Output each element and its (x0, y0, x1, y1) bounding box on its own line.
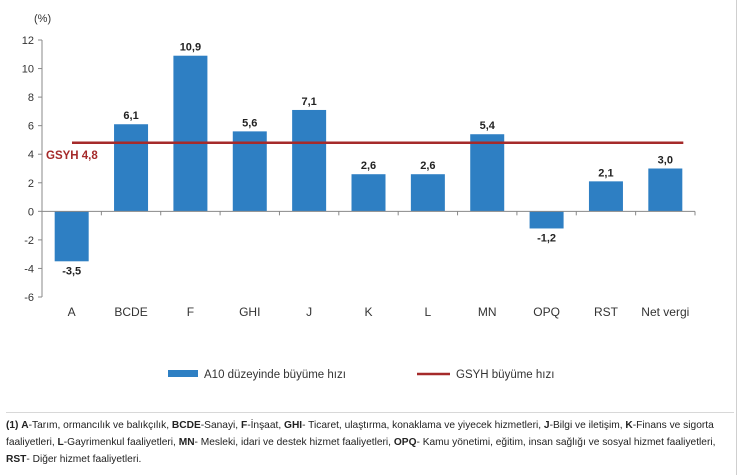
x-category-label: F (187, 305, 194, 319)
y-tick-label: -6 (24, 292, 34, 304)
y-tick-label: -2 (24, 235, 34, 247)
footnote-description: - Kamu yönetimi, eğitim, insan sağlığı v… (416, 437, 716, 448)
y-tick-label: 0 (28, 206, 34, 218)
footnote-description: -Bilgi ve iletişim, (549, 420, 626, 431)
data-label: -3,5 (62, 265, 81, 277)
x-axis: A BCDE F GHI J K L MN OPQ RST Net vergi (42, 210, 696, 319)
footnote-code: L (57, 437, 64, 448)
x-category-label: J (306, 305, 312, 319)
x-category-label: GHI (239, 305, 260, 319)
gsyh-reference-label: GSYH 4,8 (46, 150, 98, 162)
bar-series: -3,5 6,1 10,9 5,6 7,1 2,6 2,6 5,4 -1,2 2,1 3,0 (54, 42, 683, 277)
footnote-code: A (21, 420, 29, 431)
footnote-description: -Gayrimenkul faaliyetleri, (63, 437, 179, 448)
footnote-description: -Finans ve sigorta faaliyetleri, (6, 420, 714, 448)
footnote: (1) A-Tarım, ormancılık ve balıkçılık, B… (6, 412, 734, 468)
bar-l (410, 174, 445, 212)
bar-ghi (232, 131, 267, 212)
legend: A10 düzeyinde büyüme hızı GSYH büyüme hız… (168, 369, 554, 381)
x-category-label: K (364, 305, 372, 319)
footnote-description: - Ticaret, ulaştırma, konaklama ve yiyec… (302, 420, 544, 431)
data-label: 5,4 (480, 120, 496, 132)
y-tick-label: 4 (28, 149, 34, 161)
bar-f (173, 55, 208, 212)
footnote-code: BCDE (171, 420, 201, 431)
footnote-description: - Mesleki, idari ve destek hizmet faaliy… (194, 437, 394, 448)
bar-j (292, 109, 327, 212)
bar-a (54, 211, 89, 262)
chart-area: (%) 12 10 8 6 4 2 0 -2 -4 -6 -3,5 6,1 10,9 5,6 7,1 2,6 2… (22, 13, 696, 381)
data-label: 7,1 (301, 96, 316, 108)
data-label: 2,6 (361, 160, 376, 172)
y-unit-label: (%) (34, 13, 51, 25)
bar-k (351, 174, 386, 212)
data-label: 2,1 (598, 167, 613, 179)
legend-swatch-bars (168, 370, 198, 377)
footnote-code: OPQ (393, 437, 417, 448)
x-category-label: L (425, 305, 432, 319)
x-category-label: RST (594, 305, 619, 319)
y-tick-label: 12 (22, 35, 34, 47)
data-label: 6,1 (123, 110, 138, 122)
footnote-code: RST (6, 454, 27, 465)
data-label: 10,9 (180, 42, 201, 54)
data-label: 3,0 (658, 155, 673, 167)
x-category-label: Net vergi (641, 305, 689, 319)
y-axis: (%)12 10 8 6 4 2 0 -2 -4 -6 (22, 13, 51, 304)
y-tick-label: 2 (28, 178, 34, 190)
footnote-code: K (625, 420, 633, 431)
footnote-items: A-Tarım, ormancılık ve balıkçılık, BCDE-… (6, 420, 715, 465)
legend-label-line: GSYH büyüme hızı (456, 369, 554, 381)
y-tick-label: 10 (22, 64, 34, 76)
bar-rst (588, 181, 623, 212)
footnote-marker: (1) (6, 420, 19, 431)
y-tick-label: 6 (28, 121, 34, 133)
x-category-label: A (68, 305, 76, 319)
x-category-label: MN (478, 305, 497, 319)
x-category-label: OPQ (533, 305, 560, 319)
y-tick-label: -4 (24, 263, 34, 275)
bar-bcde (114, 124, 149, 212)
data-label: 5,6 (242, 117, 257, 129)
legend-label-bars: A10 düzeyinde büyüme hızı (204, 369, 346, 381)
data-label: 2,6 (420, 160, 435, 172)
bar-net-vergi (648, 168, 683, 212)
bar-chart: (%)12 10 8 6 4 2 0 -2 -4 -6 -3,5 6,1 10,9 5,6 7,1 2,6 2… (22, 13, 696, 381)
footnote-code: MN (178, 437, 195, 448)
frame-border (736, 0, 737, 475)
footnote-description: - Diğer hizmet faaliyetleri. (26, 454, 142, 465)
data-label: -1,2 (537, 232, 556, 244)
bar-opq (529, 211, 564, 229)
y-tick-label: 8 (28, 92, 34, 104)
footnote-description: -İnşaat, (247, 420, 285, 431)
bar-mn (470, 134, 505, 212)
reference-line-group: GSYH 4,8 (46, 141, 684, 162)
x-category-label: BCDE (114, 305, 147, 319)
footnote-code: F (240, 420, 248, 431)
footnote-description: -Tarım, ormancılık ve balıkçılık, (28, 420, 172, 431)
footnote-description: -Sanayi, (200, 420, 241, 431)
footnote-code: GHI (284, 420, 303, 431)
footnote-code: J (543, 420, 550, 431)
